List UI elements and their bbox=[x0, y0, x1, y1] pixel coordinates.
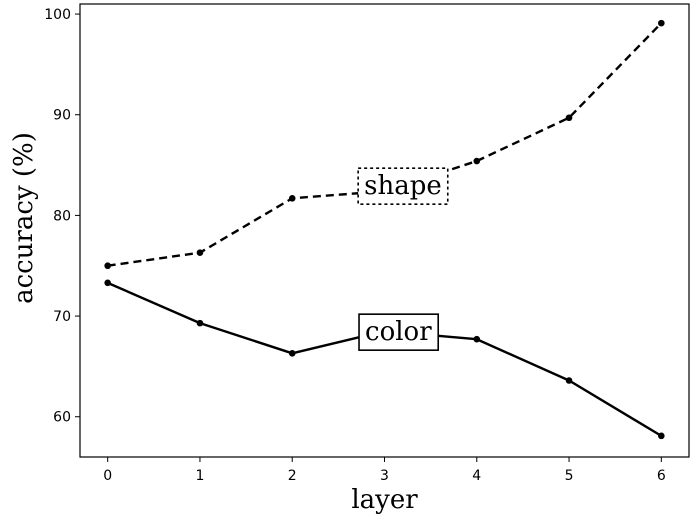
x-tick-label: 0 bbox=[103, 468, 112, 484]
y-tick-label: 90 bbox=[53, 108, 71, 124]
shape-series-line bbox=[107, 22, 663, 267]
color-data-point bbox=[104, 279, 111, 287]
shape-data-point bbox=[104, 262, 111, 270]
shape-series-label-group: shape bbox=[357, 167, 449, 206]
y-axis-title: accuracy (%) bbox=[9, 132, 39, 304]
color-data-point bbox=[565, 377, 573, 384]
shape-data-point bbox=[473, 157, 481, 165]
shape-data-point bbox=[288, 194, 296, 202]
x-tick-label: 3 bbox=[380, 468, 389, 484]
x-axis-ticks: 0 1 2 3 4 5 6 bbox=[103, 457, 666, 484]
x-tick-label: 5 bbox=[565, 468, 574, 484]
shape-label-box bbox=[357, 167, 449, 206]
y-tick-label: 80 bbox=[53, 208, 71, 224]
y-tick-label: 100 bbox=[44, 7, 71, 23]
x-tick-label: 6 bbox=[657, 468, 666, 484]
series-group: shape color bbox=[104, 19, 665, 440]
shape-data-point bbox=[565, 114, 573, 122]
color-data-point bbox=[288, 350, 296, 357]
color-data-point bbox=[473, 335, 481, 343]
color-label-box bbox=[358, 313, 440, 351]
color-series-label-group: color bbox=[358, 313, 440, 351]
x-tick-label: 2 bbox=[288, 468, 297, 484]
color-series-label: color bbox=[365, 317, 432, 347]
shape-data-point bbox=[658, 19, 665, 27]
shape-series-label: shape bbox=[364, 171, 442, 201]
color-series-line bbox=[107, 281, 662, 437]
y-tick-label: 70 bbox=[53, 309, 71, 325]
color-data-point bbox=[658, 432, 665, 440]
shape-data-point bbox=[196, 249, 204, 256]
x-tick-label: 4 bbox=[472, 468, 481, 484]
plot-frame bbox=[79, 3, 690, 458]
x-axis-title: layer bbox=[351, 485, 418, 515]
y-axis-ticks: 60 70 80 90 100 bbox=[44, 7, 80, 426]
color-data-point bbox=[196, 319, 204, 327]
x-tick-label: 1 bbox=[195, 468, 204, 484]
y-tick-label: 60 bbox=[53, 410, 71, 426]
